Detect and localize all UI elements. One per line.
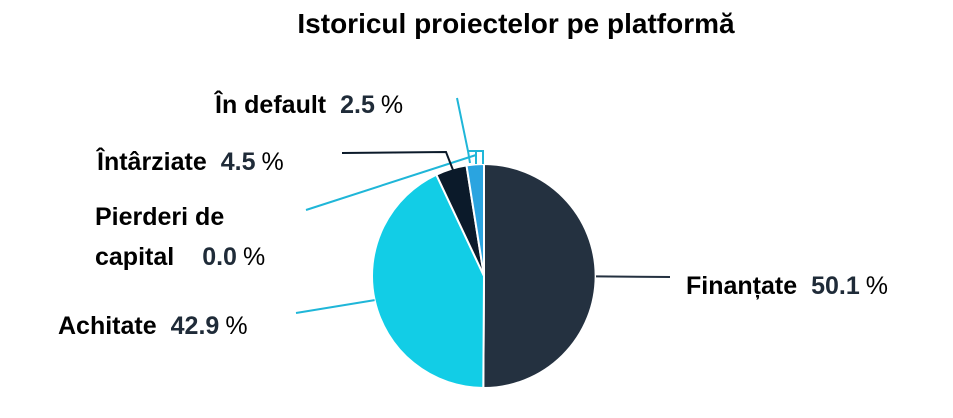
chart-title: Istoricul proiectelor pe platformă (297, 8, 735, 39)
pie-slice-finantate (482, 162, 597, 390)
pie-slices (371, 162, 597, 390)
pie-slice-achitate (371, 173, 486, 390)
slice-value-intarziate: 4.5 (221, 148, 256, 176)
leader-line-finantate (595, 275, 671, 278)
slice-label-in-default: În default 2.5% (213, 89, 403, 119)
slice-label-intarziate: Întârziate 4.5% (95, 146, 284, 176)
leader-line-achitate (295, 299, 375, 314)
leader-line-pierderi-de-capital (305, 150, 477, 211)
slice-labels: Finanțate 50.1 % Achitate 42.9 % Pierderi de ca… (58, 89, 888, 340)
leader-line-in-default (456, 97, 484, 164)
leader-line-intarziate (341, 150, 454, 171)
slice-label-finantate: Finanțate 50.1% (686, 272, 888, 300)
slice-value-achitate: 42.9 (171, 312, 220, 340)
slice-label-pierderi-de-capital: Pierderi de capital 0.0% (95, 203, 265, 271)
leader-lines (295, 97, 671, 314)
slice-label-achitate: Achitate 42.9% (58, 312, 248, 340)
slice-value-pierderi-de-capital: 0.0 (202, 243, 237, 271)
slice-value-finantate: 50.1 (811, 272, 860, 300)
slice-value-in-default: 2.5 (340, 91, 375, 119)
